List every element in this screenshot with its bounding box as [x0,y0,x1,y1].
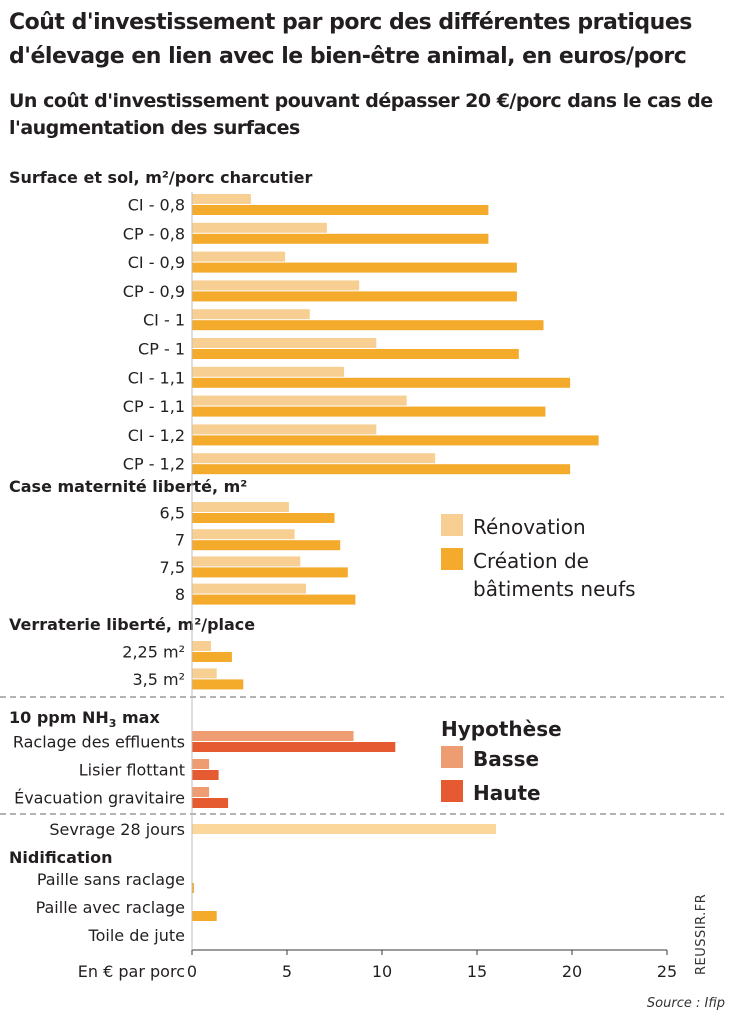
category-label: CI - 1 [143,311,185,330]
bar-renovation [192,366,344,377]
bar-renovation [192,583,306,594]
bar-renovation [192,222,327,233]
category-label: Évacuation gravitaire [14,789,185,808]
x-tick-label: 10 [372,962,392,981]
bar-sevrage [192,824,496,834]
legend-label-renovation: Rénovation [473,515,586,539]
section-title-1: Case maternité liberté, m² [9,477,247,496]
bar-renovation [192,453,436,464]
category-label: CI - 0,8 [128,196,185,215]
category-label: 7,5 [160,558,185,577]
bar-renovation [192,529,295,540]
source-note: Source : Ifip [646,996,725,1011]
bar-basse [192,759,210,769]
bar-creation [192,262,517,273]
bar-creation [192,679,244,690]
x-tick-label: 5 [282,962,292,981]
legend-swatch-renovation [441,514,463,536]
category-label: CP - 0,9 [123,282,185,301]
section-title-5: Nidification [9,848,112,867]
category-label: 7 [175,531,185,550]
category-label: CI - 1,2 [128,426,185,445]
bar-creation [192,406,546,417]
category-label: Toile de jute [88,926,185,945]
bar-renovation [192,668,217,679]
bar-creation [192,567,348,578]
category-label: Raclage des effluents [13,733,185,752]
category-label: 6,5 [160,504,185,523]
category-label: 8 [175,585,185,604]
bar-renovation [192,251,286,262]
bar-creation [192,320,544,331]
category-label: CP - 1 [138,340,185,359]
x-tick-label: 25 [657,962,677,981]
bar-creation [192,435,599,446]
bar-renovation [192,556,301,567]
bar-renovation [192,309,310,320]
bar-creation [192,377,571,388]
category-label: CP - 1,1 [123,397,185,416]
bar-creation [192,291,517,302]
category-label: Sevrage 28 jours [49,820,185,839]
bar-renovation [192,641,211,651]
section-title-3: 10 ppm NH3 max [9,708,160,730]
category-label: CI - 1,1 [128,368,185,387]
x-tick-label: 15 [467,962,487,981]
credit-watermark: REUSSIR.FR [694,893,709,975]
bar-creation [192,464,571,475]
bar-chart: Surface et sol, m²/porc charcutier CI - 0… [0,168,724,981]
legend-label-creation: bâtiments neufs [473,577,636,601]
legend-label-creation: Création de [473,549,589,573]
category-label: Lisier flottant [79,761,185,780]
x-axis-label: En € par porc [78,962,185,981]
chart-title: Coût d'investissement par porc des diffé… [9,10,692,69]
category-label: 2,25 m² [122,643,185,662]
chart-subtitle: Un coût d'investissement pouvant dépasse… [9,90,713,139]
bar-creation [192,652,232,662]
category-label: Paille sans raclage [37,870,185,889]
bar-basse [192,787,210,797]
legend-label-haute: Haute [473,781,541,805]
bar-haute [192,742,396,752]
bar-creation [192,233,489,244]
legend-swatch-creation [441,548,463,570]
bar-renovation [192,280,360,291]
category-label: CI - 0,9 [128,253,185,272]
bar-haute [192,798,229,808]
bar-creation [192,540,341,551]
category-label: CP - 1,2 [123,455,185,474]
x-tick-label: 20 [562,962,582,981]
section-title-2: Verraterie liberté, m²/place [9,615,255,634]
bar-renovation [192,338,377,348]
bar-creation [192,205,489,215]
bar-renovation [192,194,251,204]
bar-renovation [192,502,289,512]
bar-creation [192,349,519,359]
bar-creation [192,594,356,605]
category-label: 3,5 m² [132,670,185,689]
category-label: Paille avec raclage [36,898,185,917]
bar-haute [192,770,219,780]
bar-creation [192,883,194,893]
legend-swatch-haute [441,780,463,802]
legend-label-basse: Basse [473,747,539,771]
bar-creation [192,911,217,921]
bar-renovation [192,395,407,406]
category-label: CP - 0,8 [123,224,185,243]
x-tick-label: 0 [187,962,197,981]
section-title-0: Surface et sol, m²/porc charcutier [9,168,313,187]
bar-creation [192,513,335,523]
legend-swatch-basse [441,746,463,768]
legend-title: Hypothèse [441,717,562,741]
bar-basse [192,731,354,741]
bar-renovation [192,424,377,435]
